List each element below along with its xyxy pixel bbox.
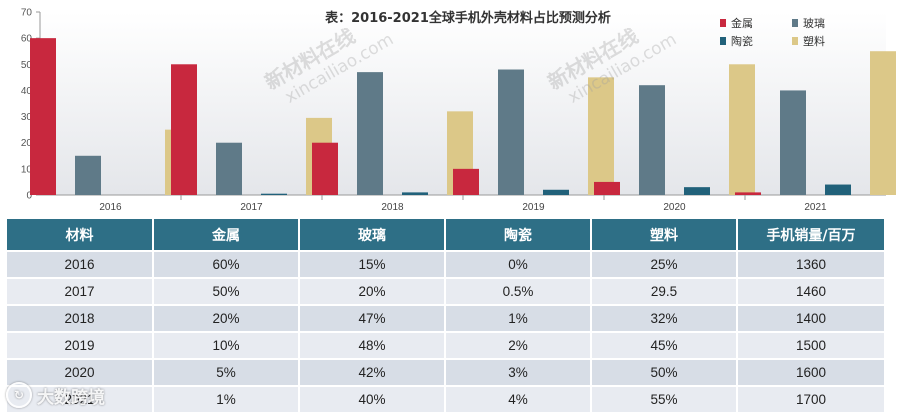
bar bbox=[735, 192, 761, 195]
table-cell: 1400 bbox=[737, 304, 884, 332]
table-cell: 29.5 bbox=[591, 277, 738, 305]
table-cell: 2017 bbox=[7, 277, 154, 305]
y-tick-label: 60 bbox=[21, 34, 33, 45]
y-tick-label: 70 bbox=[21, 8, 33, 19]
legend-swatch bbox=[792, 37, 798, 45]
bar bbox=[684, 187, 710, 195]
y-tick-label: 40 bbox=[21, 86, 33, 97]
table-cell: 50% bbox=[153, 277, 300, 305]
table-cell: 10% bbox=[153, 331, 300, 359]
brand-text: 大数跨境 bbox=[37, 387, 105, 408]
table-header-cell: 玻璃 bbox=[299, 219, 446, 251]
bar bbox=[498, 69, 524, 195]
table-cell: 20% bbox=[153, 304, 300, 332]
y-tick-label: 30 bbox=[21, 112, 33, 123]
bar bbox=[639, 85, 665, 195]
brand-logo: ↻ 大数跨境 bbox=[6, 382, 105, 408]
table-cell: 2016 bbox=[7, 250, 154, 278]
table-header-cell: 材料 bbox=[7, 219, 154, 251]
bar bbox=[312, 142, 338, 195]
logo-icon: ↻ bbox=[6, 382, 32, 408]
table-header-cell: 手机销量/百万 bbox=[737, 219, 884, 251]
table-cell: 0% bbox=[445, 250, 592, 278]
legend-label: 玻璃 bbox=[803, 16, 825, 30]
table-cell: 3% bbox=[445, 358, 592, 386]
table-cell: 45% bbox=[591, 331, 738, 359]
bar bbox=[30, 38, 56, 196]
y-tick-label: 10 bbox=[21, 164, 33, 175]
table-cell: 55% bbox=[591, 385, 738, 412]
table-cell: 2019 bbox=[7, 331, 154, 359]
table-cell: 2020 bbox=[7, 358, 154, 386]
bar bbox=[171, 64, 197, 196]
bar bbox=[780, 90, 806, 195]
table-cell: 1460 bbox=[737, 277, 884, 305]
table-cell: 1500 bbox=[737, 331, 884, 359]
table-row: 2018 20% 47% 1% 32% 1400 bbox=[7, 304, 884, 332]
table-cell: 2% bbox=[445, 331, 592, 359]
table-cell: 1700 bbox=[737, 385, 884, 412]
legend-label: 金属 bbox=[731, 16, 753, 30]
bar bbox=[588, 77, 614, 195]
bar bbox=[543, 189, 569, 195]
x-tick-label: 2018 bbox=[381, 202, 404, 213]
y-tick-label: 0 bbox=[26, 191, 32, 202]
table-cell: 1600 bbox=[737, 358, 884, 386]
table-cell: 0.5% bbox=[445, 277, 592, 305]
bar bbox=[261, 193, 287, 195]
bar bbox=[453, 168, 479, 195]
table-cell: 2018 bbox=[7, 304, 154, 332]
x-tick-label: 2017 bbox=[240, 202, 263, 213]
table-cell: 15% bbox=[299, 250, 446, 278]
x-tick-label: 2019 bbox=[522, 202, 545, 213]
table-header-cell: 金属 bbox=[153, 219, 300, 251]
bar bbox=[402, 192, 428, 195]
table-cell: 47% bbox=[299, 304, 446, 332]
bar-chart: 0 10 20 30 40 50 60 70 2016 2017 2018 2019 2020 2021… bbox=[21, 8, 896, 213]
x-axis: 2016 2017 2018 2019 2020 2021 bbox=[40, 194, 886, 213]
table-row: 2021 1% 40% 4% 55% 1700 bbox=[7, 385, 884, 412]
bar bbox=[357, 72, 383, 195]
table-cell: 42% bbox=[299, 358, 446, 386]
table-cell: 5% bbox=[153, 358, 300, 386]
table-cell: 40% bbox=[299, 385, 446, 412]
bar bbox=[594, 181, 620, 195]
bar bbox=[216, 142, 242, 195]
legend-label: 陶瓷 bbox=[731, 34, 753, 48]
bar bbox=[75, 155, 101, 195]
bars bbox=[30, 38, 896, 196]
table-row: 2017 50% 20% 0.5% 29.5 1460 bbox=[7, 277, 884, 305]
table-cell: 20% bbox=[299, 277, 446, 305]
table-row: 2019 10% 48% 2% 45% 1500 bbox=[7, 331, 884, 359]
table-header-cell: 陶瓷 bbox=[445, 219, 592, 251]
table-row: 2020 5% 42% 3% 50% 1600 bbox=[7, 358, 884, 386]
table-cell: 1360 bbox=[737, 250, 884, 278]
table-row: 2016 60% 15% 0% 25% 1360 bbox=[7, 250, 884, 278]
bar bbox=[729, 64, 755, 196]
table-cell: 50% bbox=[591, 358, 738, 386]
legend-swatch bbox=[792, 19, 798, 27]
table-cell: 32% bbox=[591, 304, 738, 332]
chart-title: 表：2016-2021全球手机外壳材料占比预测分析 bbox=[324, 10, 611, 26]
table-cell: 1% bbox=[153, 385, 300, 412]
table-header-cell: 塑料 bbox=[591, 219, 738, 251]
table-cell: 25% bbox=[591, 250, 738, 278]
y-tick-label: 20 bbox=[21, 138, 33, 149]
table-cell: 60% bbox=[153, 250, 300, 278]
bar bbox=[825, 184, 851, 195]
table-header-row: 材料 金属 玻璃 陶瓷 塑料 手机销量/百万 bbox=[7, 219, 884, 251]
legend-swatch bbox=[720, 19, 726, 27]
x-tick-label: 2021 bbox=[804, 202, 827, 213]
table-cell: 1% bbox=[445, 304, 592, 332]
y-tick-label: 50 bbox=[21, 60, 33, 71]
table-cell: 4% bbox=[445, 385, 592, 412]
table-cell: 48% bbox=[299, 331, 446, 359]
legend-swatch bbox=[720, 37, 726, 45]
data-table: 材料 金属 玻璃 陶瓷 塑料 手机销量/百万 2016 60% 15% 0% 2… bbox=[7, 219, 884, 412]
x-tick-label: 2020 bbox=[663, 202, 686, 213]
legend-label: 塑料 bbox=[803, 34, 825, 48]
x-tick-label: 2016 bbox=[99, 202, 122, 213]
bar bbox=[870, 51, 896, 195]
